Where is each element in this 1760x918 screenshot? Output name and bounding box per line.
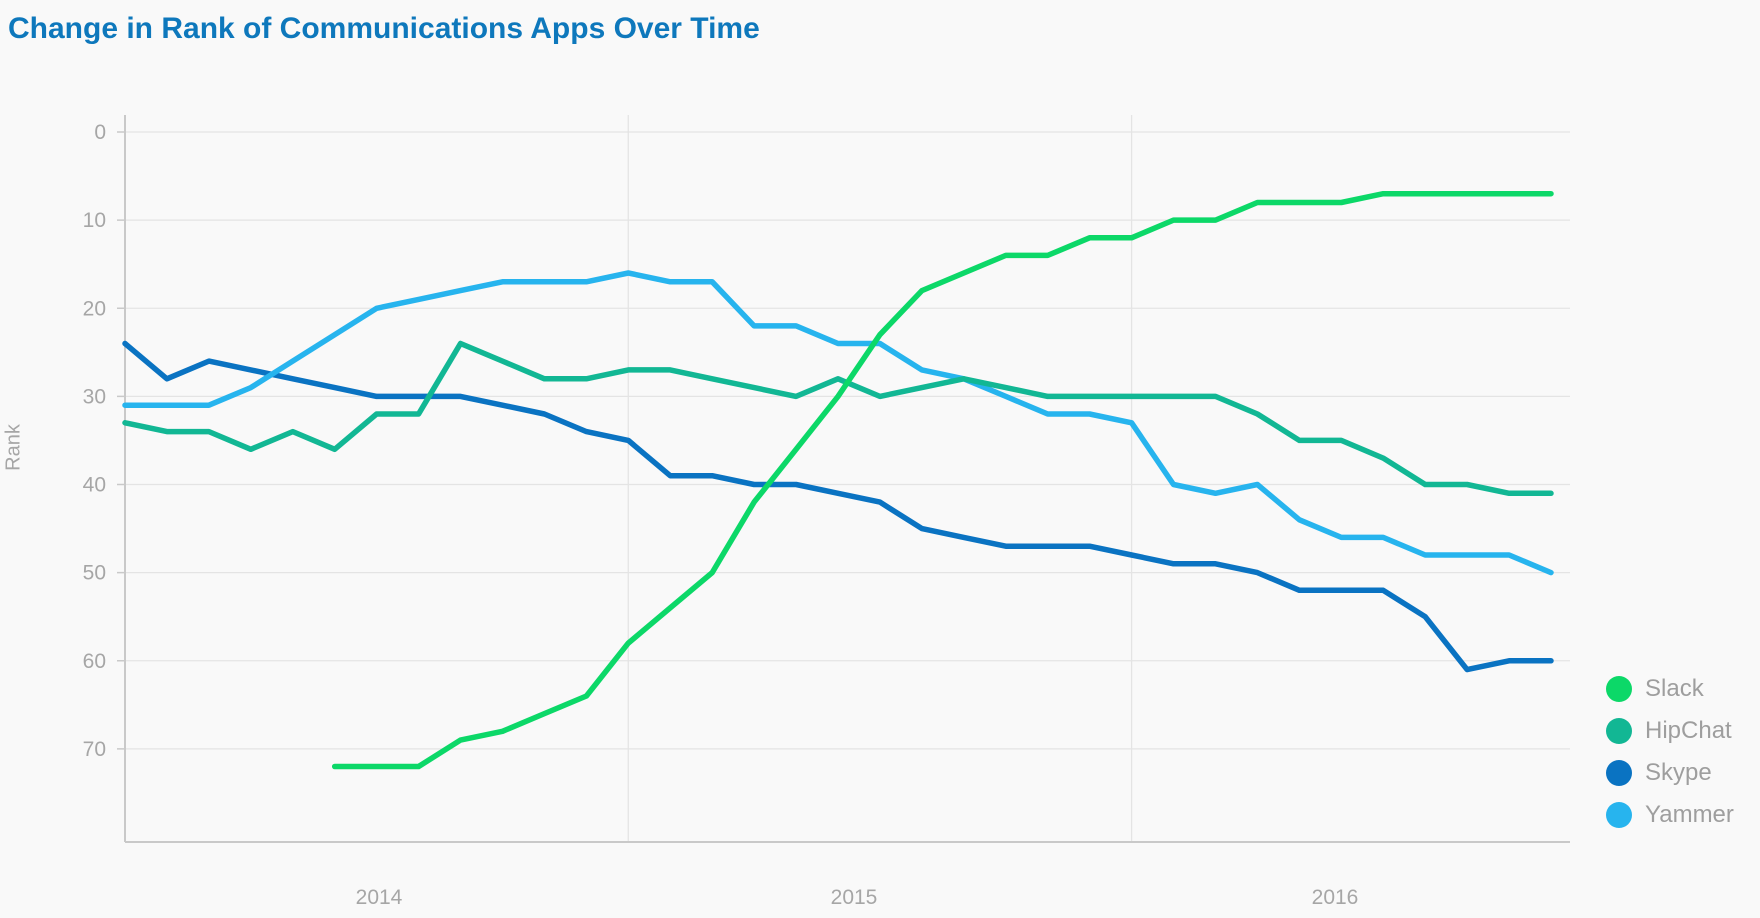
legend-item-slack[interactable]: Slack [1606, 668, 1734, 710]
y-tick-label-20: 20 [83, 297, 106, 320]
x-tick-label-2014: 2014 [356, 886, 403, 909]
y-tick-label-30: 30 [83, 385, 106, 408]
series-line-slack [331, 190, 1554, 770]
legend-swatch-yammer [1606, 802, 1632, 828]
legend-label: Skype [1645, 759, 1712, 786]
legend-swatch-slack [1606, 676, 1632, 702]
legend-item-skype[interactable]: Skype [1606, 752, 1734, 794]
y-tick-label-60: 60 [83, 650, 106, 673]
y-axis-label: Rank [2, 424, 25, 471]
legend-label: Yammer [1645, 801, 1734, 828]
series-line-hipchat [122, 340, 1554, 497]
series-line-yammer [122, 270, 1554, 576]
y-tick-label-40: 40 [83, 474, 106, 497]
legend-label: HipChat [1645, 717, 1732, 744]
series-line-skype [122, 340, 1554, 673]
chart-title: Change in Rank of Communications Apps Ov… [8, 12, 760, 45]
x-tick-label-2016: 2016 [1312, 886, 1359, 909]
legend-label: Slack [1645, 675, 1704, 702]
legend-swatch-skype [1606, 760, 1632, 786]
legend-item-yammer[interactable]: Yammer [1606, 794, 1734, 836]
x-tick-label-2015: 2015 [831, 886, 878, 909]
y-tick-label-70: 70 [83, 738, 106, 761]
legend-item-hipchat[interactable]: HipChat [1606, 710, 1734, 752]
legend: Slack HipChat Skype Yammer [1606, 668, 1734, 836]
y-tick-label-0: 0 [94, 121, 106, 144]
y-tick-label-10: 10 [83, 209, 106, 232]
y-tick-label-50: 50 [83, 562, 106, 585]
legend-swatch-hipchat [1606, 718, 1632, 744]
